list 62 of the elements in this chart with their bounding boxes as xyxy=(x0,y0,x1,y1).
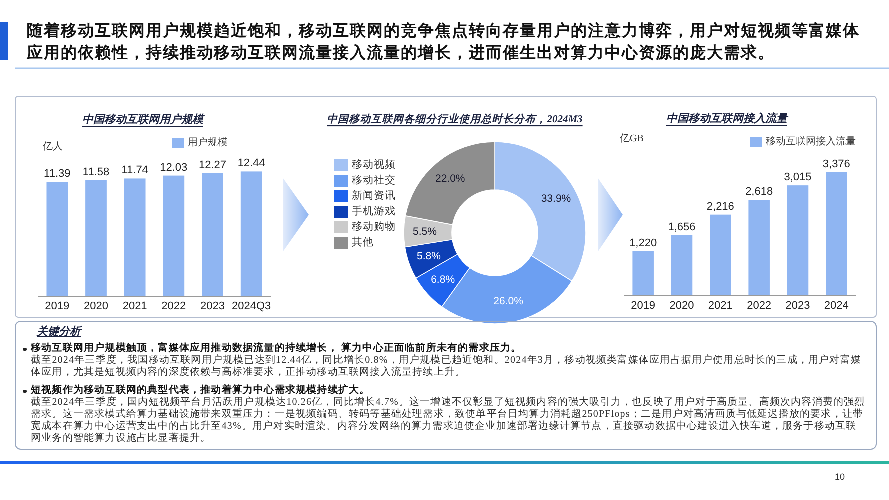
data-label: 11.58 xyxy=(82,166,110,178)
x-tick-label: 2019 xyxy=(45,300,70,312)
y-axis-title: 亿人 xyxy=(42,142,63,152)
data-label: 12.44 xyxy=(238,158,266,170)
chart-title: 中国移动互联网接入流量 xyxy=(666,112,790,125)
x-tick-label: 2022 xyxy=(747,300,772,312)
x-tick-label: 2023 xyxy=(200,300,225,312)
text: 截至2024年三季度，国内短视频平台月活跃用户规模达10.26亿，同比增长4.7%。这一增速不仅彰显了短视频内容的强大吸引力，也反映了用户对于高质量、高频次内容消费的强烈需求。这一需求模式给算力基础设施带来双重压力：一是视频编码、转码等基础处理需求，致使单平台日均算力消耗超250PFlops；二是用户对高清画质与低延迟播放的要求，让带宽成本在算力中心运营支出中的占比升至43%。用户对实时渲染、内容分发网络的算力需求迫使企业加速部署边缘计算节点，直接驱动数据中心建设进入快车道，服务于移动互联网业务的智能算力设施占比显著提升。 xyxy=(31,397,866,445)
legend-label: 手机游戏 xyxy=(352,204,396,218)
x-tick-label: 2020 xyxy=(84,300,108,312)
text: 移动互联网用户规模触顶，富媒体应用推动数据流量的持续增长， 算力中心正面临前所未有的需求压力。 xyxy=(31,343,522,354)
data-label: 12.27 xyxy=(198,159,227,172)
data-label: 3,015 xyxy=(784,172,812,184)
bar xyxy=(124,178,146,296)
data-label: 2,216 xyxy=(706,200,734,213)
data-label: 2,618 xyxy=(746,186,774,198)
bar xyxy=(826,172,848,296)
data-label: 6.8% xyxy=(431,274,456,286)
chart-title: 中国移动互联网用户规模 xyxy=(82,113,206,126)
data-label: 5.5% xyxy=(413,226,437,238)
data-label: 22.0% xyxy=(435,173,466,186)
x-tick-label: 2021 xyxy=(122,300,148,312)
data-label: 11.39 xyxy=(44,168,71,180)
bar xyxy=(748,200,770,296)
x-tick-label: 2022 xyxy=(162,300,186,312)
text: 截至2024年三季度，我国移动互联网用户规模已达到12.44亿，同比增长0.8%，用户规模已趋近饱和。2024年3月，移动视频类富媒体应用占据用户使用总时长的三成，用户对富媒体应用，尤其是短视频内容的深度依赖与高标准要求，正推动移动互联网接入流量持续上升。 xyxy=(31,355,863,379)
bar xyxy=(202,173,224,296)
x-tick-label: 2021 xyxy=(708,300,733,312)
legend-label: 用户规模 xyxy=(188,136,228,148)
legend-label: 其他 xyxy=(352,236,374,248)
data-label: 1,220 xyxy=(630,237,658,250)
bar xyxy=(163,176,185,296)
data-label: 11.74 xyxy=(122,164,148,177)
x-tick-label: 2019 xyxy=(631,300,656,312)
x-tick-label: 2020 xyxy=(670,300,694,312)
bar xyxy=(46,182,68,296)
text: 10 xyxy=(834,472,845,482)
text: 关键分析 xyxy=(37,325,84,339)
bar xyxy=(710,214,732,296)
x-tick-label: 2024Q3 xyxy=(232,300,272,312)
legend-label: 移动视频 xyxy=(352,158,396,171)
bar xyxy=(671,235,693,296)
text: 随着移动互联网用户规模趋近饱和，移动互联网的竞争焦点转向存量用户的注意力博弈，用户对短视频等富媒体应用的依赖性，持续推动移动互联网流量接入流量的增长，进而催生出对算力中心资源的庞大需求。 xyxy=(27,21,861,64)
x-tick-label: 2023 xyxy=(786,300,810,312)
legend-label: 新闻资讯 xyxy=(352,189,396,202)
legend-label: 移动互联网接入流量 xyxy=(766,136,856,148)
data-label: 33.9% xyxy=(541,193,572,206)
bar xyxy=(86,180,107,296)
data-label: 1,656 xyxy=(668,221,696,234)
text: 短视频作为移动互联网的典型代表，推动着算力中心需求规模持续扩大。 xyxy=(31,385,370,396)
bar xyxy=(632,251,654,296)
y-axis-title: 亿GB xyxy=(619,134,644,144)
bar xyxy=(240,172,262,296)
data-label: 12.03 xyxy=(160,162,188,174)
legend-label: 移动购物 xyxy=(352,221,396,233)
x-tick-label: 2024 xyxy=(824,300,849,312)
bar xyxy=(787,186,809,296)
chart-title: 中国移动互联网各细分行业使用总时长分布，2024M3 xyxy=(327,114,583,126)
data-label: 26.0% xyxy=(494,296,524,308)
legend-label: 移动社交 xyxy=(352,174,396,186)
data-label: 5.8% xyxy=(417,250,441,262)
data-label: 3,376 xyxy=(822,158,850,170)
